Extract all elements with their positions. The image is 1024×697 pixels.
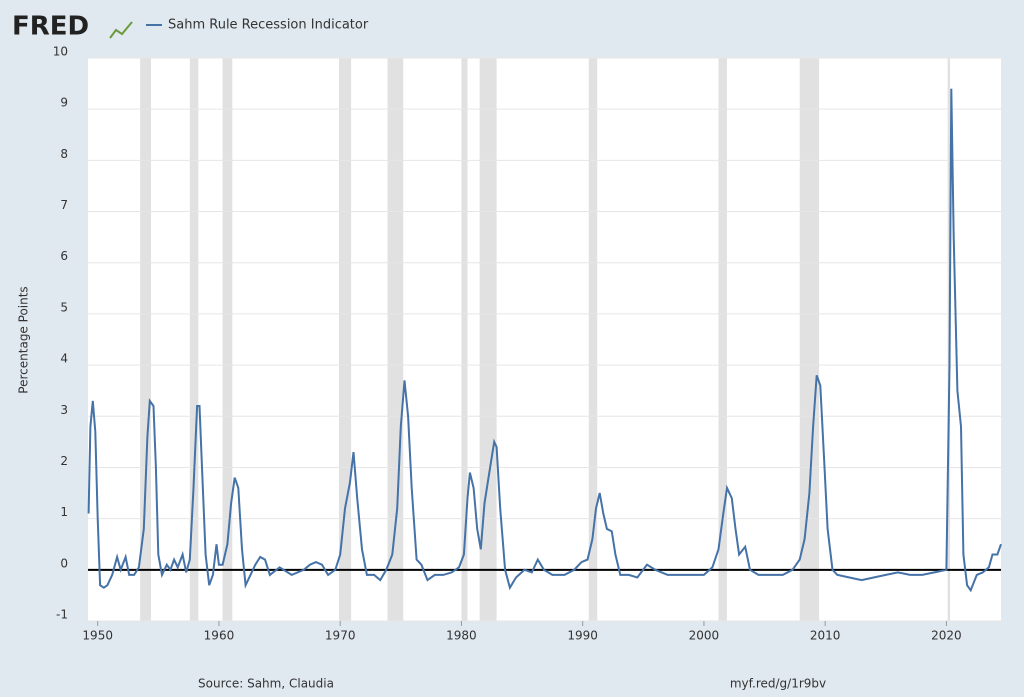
recession-band <box>588 58 598 621</box>
y-tick-label: 9 <box>60 96 68 110</box>
y-tick-label: 5 <box>60 300 68 314</box>
recession-band <box>222 58 233 621</box>
recession-band <box>140 58 152 621</box>
y-tick-label: 4 <box>60 352 68 366</box>
x-tick-label: 1950 <box>82 629 113 643</box>
y-tick-label: 1 <box>60 505 68 519</box>
x-tick-label: 1960 <box>204 629 235 643</box>
x-tick-label: 2020 <box>931 629 962 643</box>
recession-band <box>338 58 352 621</box>
y-tick-label: 7 <box>60 198 68 212</box>
legend-label: Sahm Rule Recession Indicator <box>168 18 369 33</box>
recession-band <box>387 58 404 621</box>
y-tick-label: 3 <box>60 403 68 417</box>
x-tick-label: 1990 <box>567 629 598 643</box>
recession-band <box>718 58 727 621</box>
y-tick-label: 6 <box>60 249 68 263</box>
y-axis-label: Percentage Points <box>17 286 31 393</box>
y-tick-label: 0 <box>60 556 68 570</box>
logo: FRED <box>12 12 89 42</box>
series-line <box>87 88 1002 593</box>
x-tick-label: 1980 <box>446 629 477 643</box>
recession-band <box>461 58 468 621</box>
source: Source: Sahm, Claudia <box>198 677 334 691</box>
recession-band <box>479 58 497 621</box>
link: myf.red/g/1r9bv <box>730 677 826 691</box>
x-tick-label: 2000 <box>689 629 720 643</box>
recession-band <box>189 58 199 621</box>
x-tick-label: 1970 <box>325 629 356 643</box>
y-tick-label: 10 <box>53 45 68 59</box>
y-tick-label: 8 <box>60 147 68 161</box>
recession-band <box>799 58 820 621</box>
logo-icon <box>109 21 133 39</box>
y-tick-label: 2 <box>60 454 68 468</box>
y-tick-label: -1 <box>56 608 68 622</box>
x-tick-label: 2010 <box>810 629 841 643</box>
